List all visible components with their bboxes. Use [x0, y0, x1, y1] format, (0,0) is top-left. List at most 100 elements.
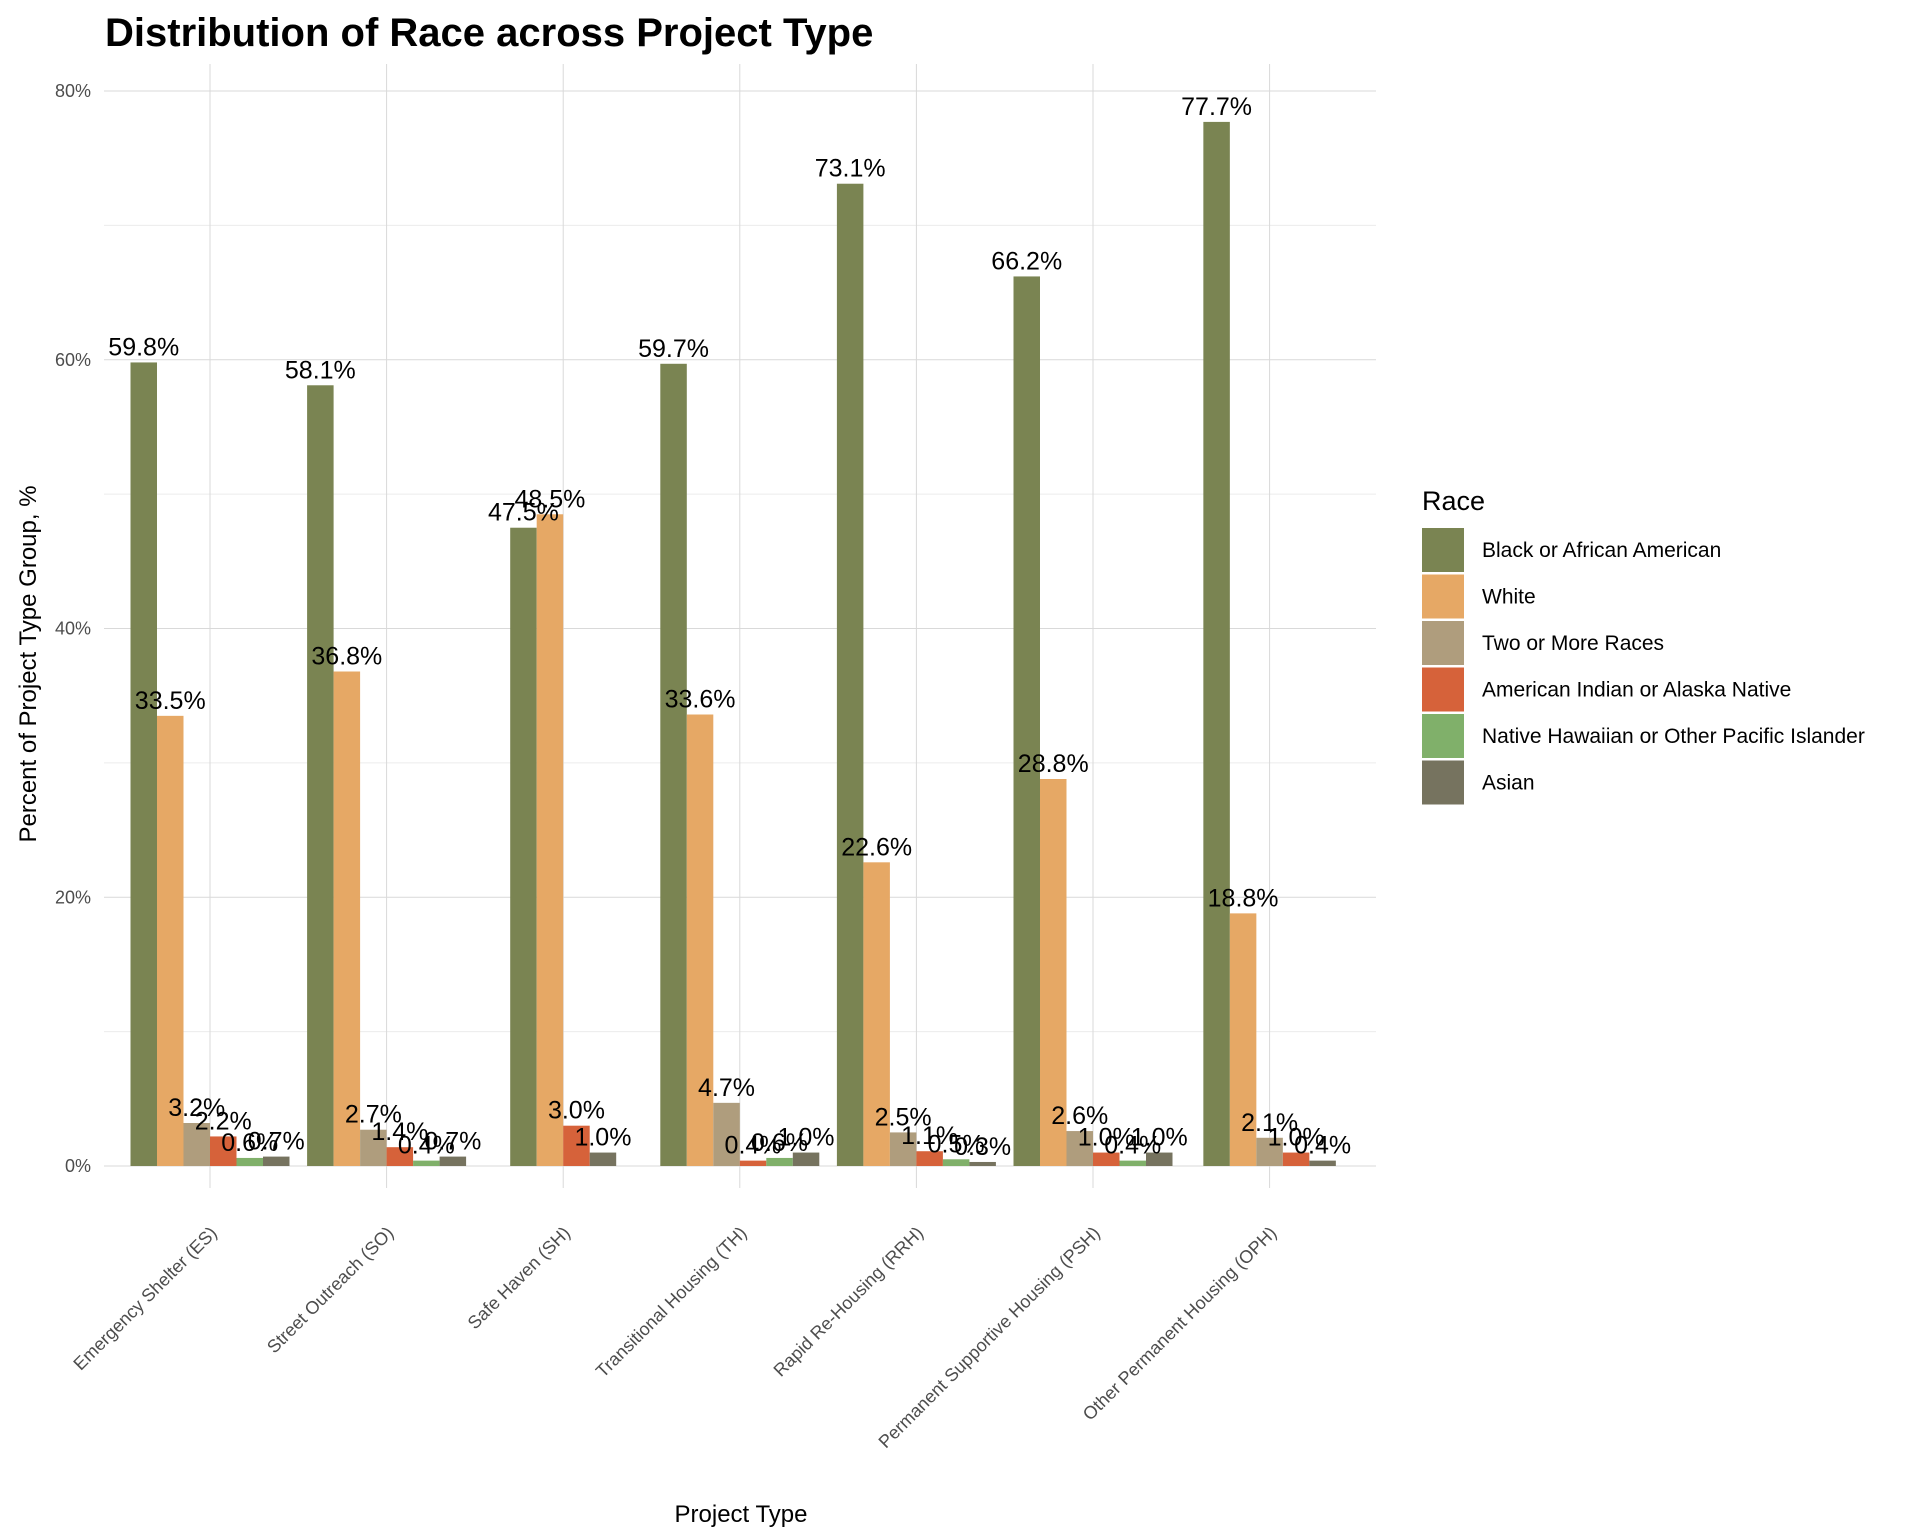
bar	[766, 1157, 793, 1166]
legend-swatch	[1422, 574, 1464, 619]
y-axis-title: Percent of Project Type Group, %	[15, 485, 42, 842]
data-label: 1.0%	[1131, 1124, 1188, 1152]
y-tick-label: 60%	[55, 350, 91, 370]
legend-swatch	[1422, 760, 1464, 805]
bars	[130, 121, 1336, 1166]
bar	[686, 714, 714, 1166]
bar	[916, 1151, 943, 1166]
bar	[130, 362, 157, 1166]
bar	[183, 1123, 210, 1166]
bar	[660, 363, 687, 1166]
bar	[792, 1152, 820, 1166]
data-label: 36.8%	[311, 643, 382, 671]
x-tick-label: Safe Haven (SH)	[464, 1223, 574, 1333]
legend-label: Native Hawaiian or Other Pacific Islande…	[1482, 725, 1865, 748]
data-label: 3.2%	[168, 1094, 225, 1122]
bar	[1013, 276, 1040, 1166]
data-label: 0.4%	[398, 1132, 455, 1160]
data-label: 59.7%	[638, 335, 709, 363]
data-label: 1.0%	[778, 1124, 835, 1152]
x-tick-label: Transitional Housing (TH)	[592, 1223, 751, 1382]
data-label: 77.7%	[1181, 93, 1252, 121]
bar	[1229, 913, 1257, 1166]
data-label: 0.6%	[221, 1129, 278, 1157]
y-axis-ticks: 0% 20% 40% 60% 80%	[55, 81, 91, 1176]
bar	[333, 671, 361, 1166]
bar	[1093, 1152, 1120, 1166]
legend-swatch	[1422, 528, 1464, 572]
data-label: 66.2%	[991, 247, 1062, 275]
data-label: 0.7%	[424, 1128, 481, 1156]
y-tick-label: 80%	[55, 81, 91, 101]
bar	[236, 1157, 263, 1166]
x-tick-label: Permanent Supportive Housing (PSH)	[875, 1223, 1104, 1452]
x-axis-title: Project Type	[675, 1501, 808, 1528]
bar	[263, 1156, 290, 1166]
data-label: 1.0%	[1078, 1124, 1135, 1152]
x-tick-label: Other Permanent Housing (OPH)	[1079, 1223, 1281, 1425]
data-label: 0.4%	[1104, 1132, 1161, 1160]
bar	[1282, 1152, 1310, 1166]
bar	[510, 527, 537, 1166]
data-label: 0.5%	[928, 1130, 985, 1158]
bar	[1203, 121, 1230, 1166]
legend-swatch	[1422, 621, 1464, 665]
bar	[589, 1152, 617, 1166]
bar	[713, 1102, 740, 1166]
data-label: 47.5%	[488, 499, 559, 527]
chart-title: Distribution of Race across Project Type	[105, 11, 873, 55]
y-tick-label: 40%	[55, 619, 91, 639]
data-label: 2.6%	[1051, 1102, 1108, 1130]
bar	[942, 1159, 970, 1166]
x-axis-ticks: Emergency Shelter (ES) Street Outreach (S…	[69, 1223, 1280, 1452]
legend-title: Race	[1422, 486, 1485, 516]
data-label: 0.4%	[725, 1132, 782, 1160]
bar	[439, 1156, 467, 1166]
bar	[360, 1129, 387, 1166]
bar	[536, 514, 564, 1166]
data-label: 1.1%	[901, 1122, 958, 1150]
bar	[413, 1160, 440, 1166]
bar	[307, 385, 334, 1166]
y-tick-label: 0%	[65, 1156, 91, 1176]
data-label: 0.7%	[248, 1128, 305, 1156]
data-label: 18.8%	[1208, 884, 1279, 912]
bar	[836, 183, 864, 1166]
data-label: 58.1%	[285, 356, 356, 384]
data-label: 2.2%	[195, 1107, 252, 1135]
bar	[739, 1160, 767, 1166]
data-label: 22.6%	[841, 833, 912, 861]
x-tick-label: Street Outreach (SO)	[263, 1223, 397, 1357]
data-label: 33.6%	[665, 686, 736, 714]
bar	[210, 1136, 237, 1166]
bar	[1040, 779, 1067, 1166]
grid	[104, 64, 1376, 1188]
bar	[1146, 1152, 1173, 1166]
data-label: 1.0%	[1268, 1124, 1325, 1152]
bar	[889, 1132, 917, 1166]
data-label: 0.3%	[954, 1133, 1011, 1161]
data-label: 2.7%	[345, 1101, 402, 1129]
bar	[1119, 1160, 1146, 1166]
legend-swatch	[1422, 714, 1464, 758]
data-label: 59.8%	[108, 333, 179, 361]
data-label: 1.0%	[574, 1124, 631, 1152]
legend-swatch	[1422, 667, 1464, 712]
data-label: 4.7%	[698, 1074, 755, 1102]
data-label: 28.8%	[1018, 750, 1089, 778]
legend-label: Black or African American	[1482, 539, 1721, 562]
bar	[157, 715, 184, 1166]
bar	[1066, 1131, 1093, 1166]
bar	[563, 1125, 590, 1166]
data-label: 2.1%	[1241, 1109, 1298, 1137]
y-tick-label: 20%	[55, 887, 91, 907]
data-labels: 59.8%33.5%3.2%2.2%0.6%0.7%58.1%36.8%2.7%…	[108, 93, 1351, 1161]
data-label: 3.0%	[548, 1097, 605, 1125]
data-label: 0.4%	[1294, 1132, 1351, 1160]
legend-label: Two or More Races	[1482, 632, 1664, 655]
bar	[969, 1161, 996, 1166]
bar	[1309, 1160, 1336, 1166]
bar	[1256, 1137, 1283, 1166]
legend-label: White	[1482, 586, 1536, 609]
